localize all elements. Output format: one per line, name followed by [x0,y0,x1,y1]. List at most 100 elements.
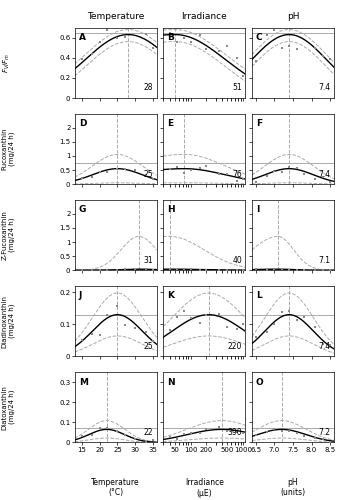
Text: N: N [167,378,175,386]
Point [313,322,318,330]
Point [253,58,258,66]
Text: 76: 76 [232,170,242,178]
Point [253,334,258,342]
Point [286,164,292,172]
Point [122,430,127,438]
Point [133,324,138,332]
Point [143,438,149,446]
Point [167,266,173,274]
Point [272,167,277,175]
Text: B: B [167,33,174,42]
Point [225,426,230,434]
Point [253,432,258,440]
Point [301,432,307,440]
Point [122,32,127,40]
Point [294,316,299,324]
Point [234,178,239,186]
Text: Z-Fucoxanthin
(mg/24 h): Z-Fucoxanthin (mg/24 h) [2,210,15,260]
Point [279,44,284,52]
Point [79,432,84,440]
Text: D: D [79,120,86,128]
Point [167,164,173,172]
Text: G: G [79,206,86,214]
Point [301,22,307,30]
Point [327,178,333,186]
Point [240,266,246,274]
Point [217,47,222,55]
Text: 7.4: 7.4 [319,342,331,350]
Point [272,26,277,34]
Point [279,168,284,176]
Point [197,31,203,39]
Point [279,265,284,273]
Point [188,429,193,437]
Point [143,171,149,179]
Point [133,266,138,274]
Point [115,266,120,274]
Text: 31: 31 [144,256,153,264]
Point [286,266,292,274]
Text: Fucoxanthin
(mg/24 h): Fucoxanthin (mg/24 h) [2,128,15,170]
Point [174,434,180,442]
Point [264,31,270,39]
Point [181,34,187,42]
Point [174,313,180,321]
Point [294,429,299,437]
Point [234,54,239,62]
Point [301,170,307,178]
Text: 51: 51 [232,84,242,92]
Point [240,175,246,183]
Point [264,328,270,336]
Point [90,173,95,181]
Text: Diadinoxanthin
(mg/24 h): Diadinoxanthin (mg/24 h) [2,294,15,348]
Point [79,336,84,344]
Text: Irradiance
(μE): Irradiance (μE) [185,478,224,498]
Point [115,164,120,172]
Point [217,170,222,178]
Point [279,428,284,436]
Point [272,320,277,328]
Point [151,44,156,52]
Text: Temperature: Temperature [87,12,144,21]
Text: 28: 28 [144,84,153,92]
Text: E: E [167,120,174,128]
Point [217,266,222,274]
Text: Temperature
(°C): Temperature (°C) [91,478,140,498]
Point [143,30,149,38]
Point [294,45,299,53]
Point [286,42,292,50]
Text: H: H [167,206,175,214]
Text: M: M [79,378,88,386]
Point [320,52,325,60]
Text: J: J [79,292,82,300]
Point [174,265,180,273]
Point [217,310,222,318]
Point [167,326,173,334]
Point [204,162,209,170]
Text: 7.4: 7.4 [319,84,331,92]
Point [151,436,156,444]
Point [225,266,230,274]
Point [313,266,318,274]
Point [240,320,246,328]
Point [234,325,239,333]
Text: L: L [256,292,262,300]
Text: 25: 25 [144,170,153,178]
Point [143,265,149,273]
Point [240,72,246,80]
Text: 7.2: 7.2 [319,428,331,437]
Point [167,433,173,441]
Point [115,426,120,434]
Point [197,164,203,172]
Point [97,168,102,175]
Point [253,178,258,186]
Point [90,431,95,439]
Point [79,55,84,63]
Text: I: I [256,206,259,214]
Point [313,434,318,442]
Point [286,427,292,435]
Point [204,311,209,319]
Text: 22: 22 [144,428,153,437]
Text: O: O [256,378,264,386]
Point [79,174,84,182]
